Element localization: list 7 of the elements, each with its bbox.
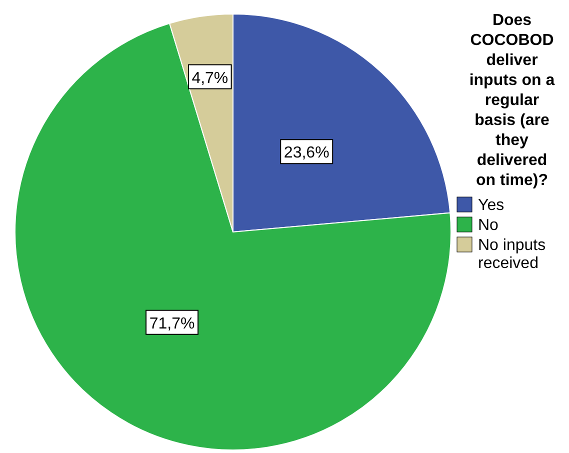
text: Does COCOBOD deliver inputs on a regular basis (are they delivered on time)? xyxy=(469,12,555,189)
data-label: 71,7% xyxy=(149,315,195,332)
data-label: 23,6% xyxy=(284,144,330,162)
legend-label: Yes xyxy=(478,197,504,214)
legend-label: No inputs received xyxy=(478,237,546,272)
data-label: 4,7% xyxy=(192,70,228,87)
legend-label: No xyxy=(478,217,499,234)
